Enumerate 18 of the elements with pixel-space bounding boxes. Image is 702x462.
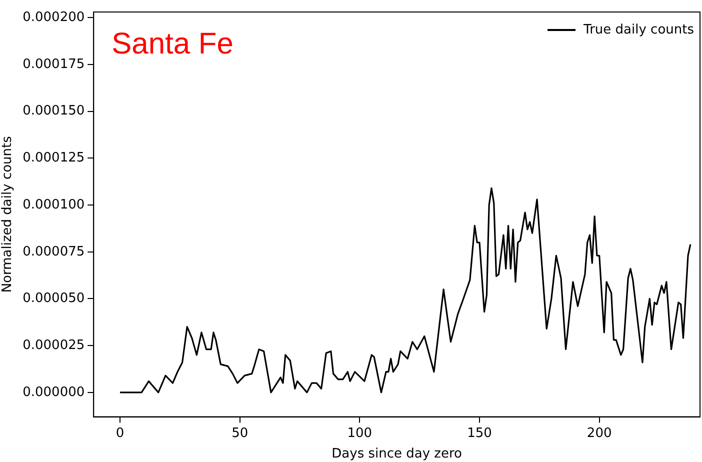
x-axis-title: Days since day zero (332, 446, 462, 462)
x-tick-label: 0 (116, 426, 124, 441)
y-tick-label: 0.000075 (22, 244, 85, 260)
y-tick-label: 0.000175 (22, 56, 85, 72)
legend-label: True daily counts (582, 22, 694, 38)
x-tick-label: 100 (347, 426, 372, 441)
x-tick-label: 50 (232, 426, 248, 441)
y-tick-label: 0.000025 (22, 338, 85, 353)
y-tick-label: 0.000000 (22, 384, 85, 400)
text: Santa Fe (112, 27, 234, 60)
y-tick-label: 0.000200 (22, 10, 85, 25)
y-tick-label: 0.000125 (22, 150, 85, 166)
x-tick-label: 150 (467, 426, 492, 441)
y-tick-label: 0.000050 (22, 291, 85, 306)
y-tick-label: 0.000150 (22, 104, 85, 119)
x-tick-label: 200 (586, 426, 612, 441)
y-axis-title: Normalized daily counts (0, 136, 16, 293)
y-tick-label: 0.000100 (22, 197, 85, 212)
